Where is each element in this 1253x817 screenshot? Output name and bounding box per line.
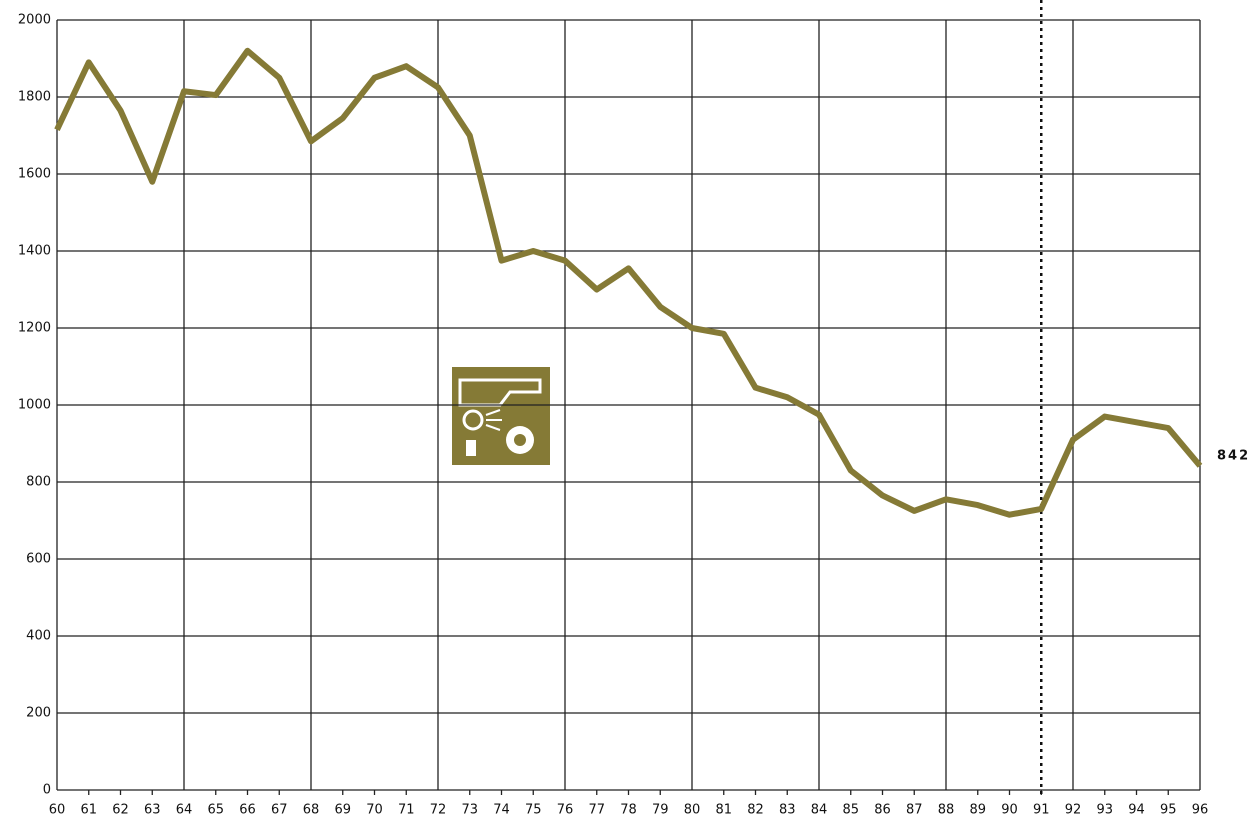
line [54, 47, 1203, 518]
x-tick-label: 70 [366, 803, 383, 817]
x-tick-label: 68 [303, 803, 320, 817]
crash-icon [452, 367, 550, 465]
y-tick-label: 1400 [18, 244, 51, 259]
x-tick-label: 77 [588, 803, 605, 817]
x-tick-label: 74 [493, 803, 510, 817]
x-tick-label: 66 [239, 803, 256, 817]
x-tick-label: 93 [1096, 803, 1113, 817]
x-tick-label: 96 [1192, 803, 1209, 817]
x-tick-label: 62 [112, 803, 129, 817]
x-tick-label: 61 [80, 803, 97, 817]
y-tick-label: 1200 [18, 321, 51, 336]
y-tick-label: 600 [26, 552, 51, 567]
y-tick-label: 1800 [18, 90, 51, 105]
x-tick-label: 81 [715, 803, 732, 817]
y-tick-label: 1000 [18, 398, 51, 413]
x-tick-label: 63 [144, 803, 161, 817]
x-tick-label: 89 [969, 803, 986, 817]
x-tick-label: 88 [938, 803, 955, 817]
x-tick-label: 75 [525, 803, 542, 817]
x-tick-label: 82 [747, 803, 764, 817]
data-label: 842 [1217, 448, 1250, 463]
x-tick-label: 79 [652, 803, 669, 817]
x-tick-label: 90 [1001, 803, 1018, 817]
y-tick-label: 400 [26, 629, 51, 644]
y-tick-label: 1600 [18, 167, 51, 182]
x-tick-label: 60 [49, 803, 66, 817]
x-tick-label: 95 [1160, 803, 1177, 817]
x-tick-label: 84 [811, 803, 828, 817]
y-tick-label: 2000 [18, 13, 51, 28]
y-tick-label: 200 [26, 706, 51, 721]
x-tick-label: 64 [176, 803, 193, 817]
x-tick-label: 86 [874, 803, 891, 817]
x-tick-label: 83 [779, 803, 796, 817]
y-tick-label: 800 [26, 475, 51, 490]
x-tick-label: 87 [906, 803, 923, 817]
x-tick-label: 92 [1065, 803, 1082, 817]
x-tick-label: 73 [461, 803, 478, 817]
x-tick-label: 94 [1128, 803, 1145, 817]
x-tick-label: 72 [430, 803, 447, 817]
x-tick-label: 65 [207, 803, 224, 817]
x-tick-label: 80 [684, 803, 701, 817]
x-tick-label: 85 [842, 803, 859, 817]
x-tick-label: 71 [398, 803, 415, 817]
x-tick-label: 78 [620, 803, 637, 817]
x-tick-label: 69 [334, 803, 351, 817]
y-tick-label: 0 [43, 783, 51, 798]
x-tick-label: 76 [557, 803, 574, 817]
x-tick-label: 67 [271, 803, 288, 817]
x-tick-label: 91 [1033, 803, 1050, 817]
